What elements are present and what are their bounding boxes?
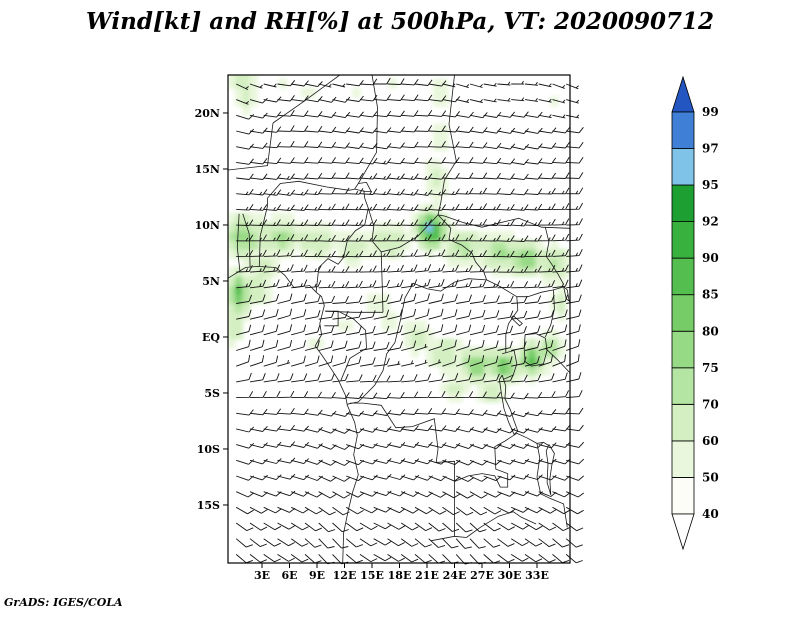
colorbar-tick-label: 70	[702, 397, 719, 411]
lat-tick-label: 20N	[195, 107, 220, 120]
attribution-label: GrADS: IGES/COLA	[4, 596, 123, 609]
lon-tick-label: 6E	[281, 569, 297, 582]
lon-tick-label: 24E	[443, 569, 467, 582]
lat-tick-label: 5N	[202, 275, 220, 288]
colorbar-tick-label: 95	[702, 178, 719, 192]
lon-tick-label: 30E	[498, 569, 522, 582]
colorbar-tick-label: 92	[702, 215, 719, 229]
colorbar-tick-label: 60	[702, 434, 719, 448]
lat-tick-label: 15S	[197, 499, 220, 512]
colorbar-tick-label: 80	[702, 324, 719, 338]
lat-tick-label: 15N	[195, 163, 220, 176]
lat-tick-label: EQ	[202, 331, 220, 344]
colorbar-tick-label: 40	[702, 507, 719, 521]
lat-tick-label: 10S	[197, 443, 220, 456]
colorbar-tick-label: 97	[702, 142, 719, 156]
axis-ticks-labels: 20N 15N 10N 5N EQ 5S 10S 15S 3E 6E 9E 12E 15E 18E 21E 2…	[195, 107, 549, 582]
page-title: Wind[kt] and RH[%] at 500hPa, VT: 202009…	[85, 8, 715, 35]
lon-tick-label: 12E	[333, 569, 357, 582]
colorbar: 40 50 60 70 75 80 85 90 92 95 97 99	[671, 75, 719, 551]
lat-tick-label: 5S	[204, 387, 220, 400]
colorbar-tick-label: 75	[702, 361, 719, 375]
wind-barbs-layer	[235, 77, 585, 565]
colorbar-tick-label: 90	[702, 251, 719, 265]
lon-tick-label: 27E	[470, 569, 494, 582]
lat-tick-label: 10N	[195, 219, 220, 232]
colorbar-tick-label: 85	[702, 288, 719, 302]
lon-tick-label: 33E	[525, 569, 549, 582]
lon-tick-label: 18E	[388, 569, 412, 582]
lon-tick-label: 15E	[360, 569, 384, 582]
lon-tick-label: 21E	[415, 569, 439, 582]
colorbar-tick-label: 50	[702, 471, 719, 485]
map-frame	[227, 74, 571, 564]
lon-tick-label: 9E	[309, 569, 325, 582]
colorbar-tick-label: 99	[702, 105, 719, 119]
colorbar-bottom-arrow	[671, 513, 695, 551]
lon-tick-label: 3E	[254, 569, 270, 582]
colorbar-top-arrow	[671, 75, 695, 113]
